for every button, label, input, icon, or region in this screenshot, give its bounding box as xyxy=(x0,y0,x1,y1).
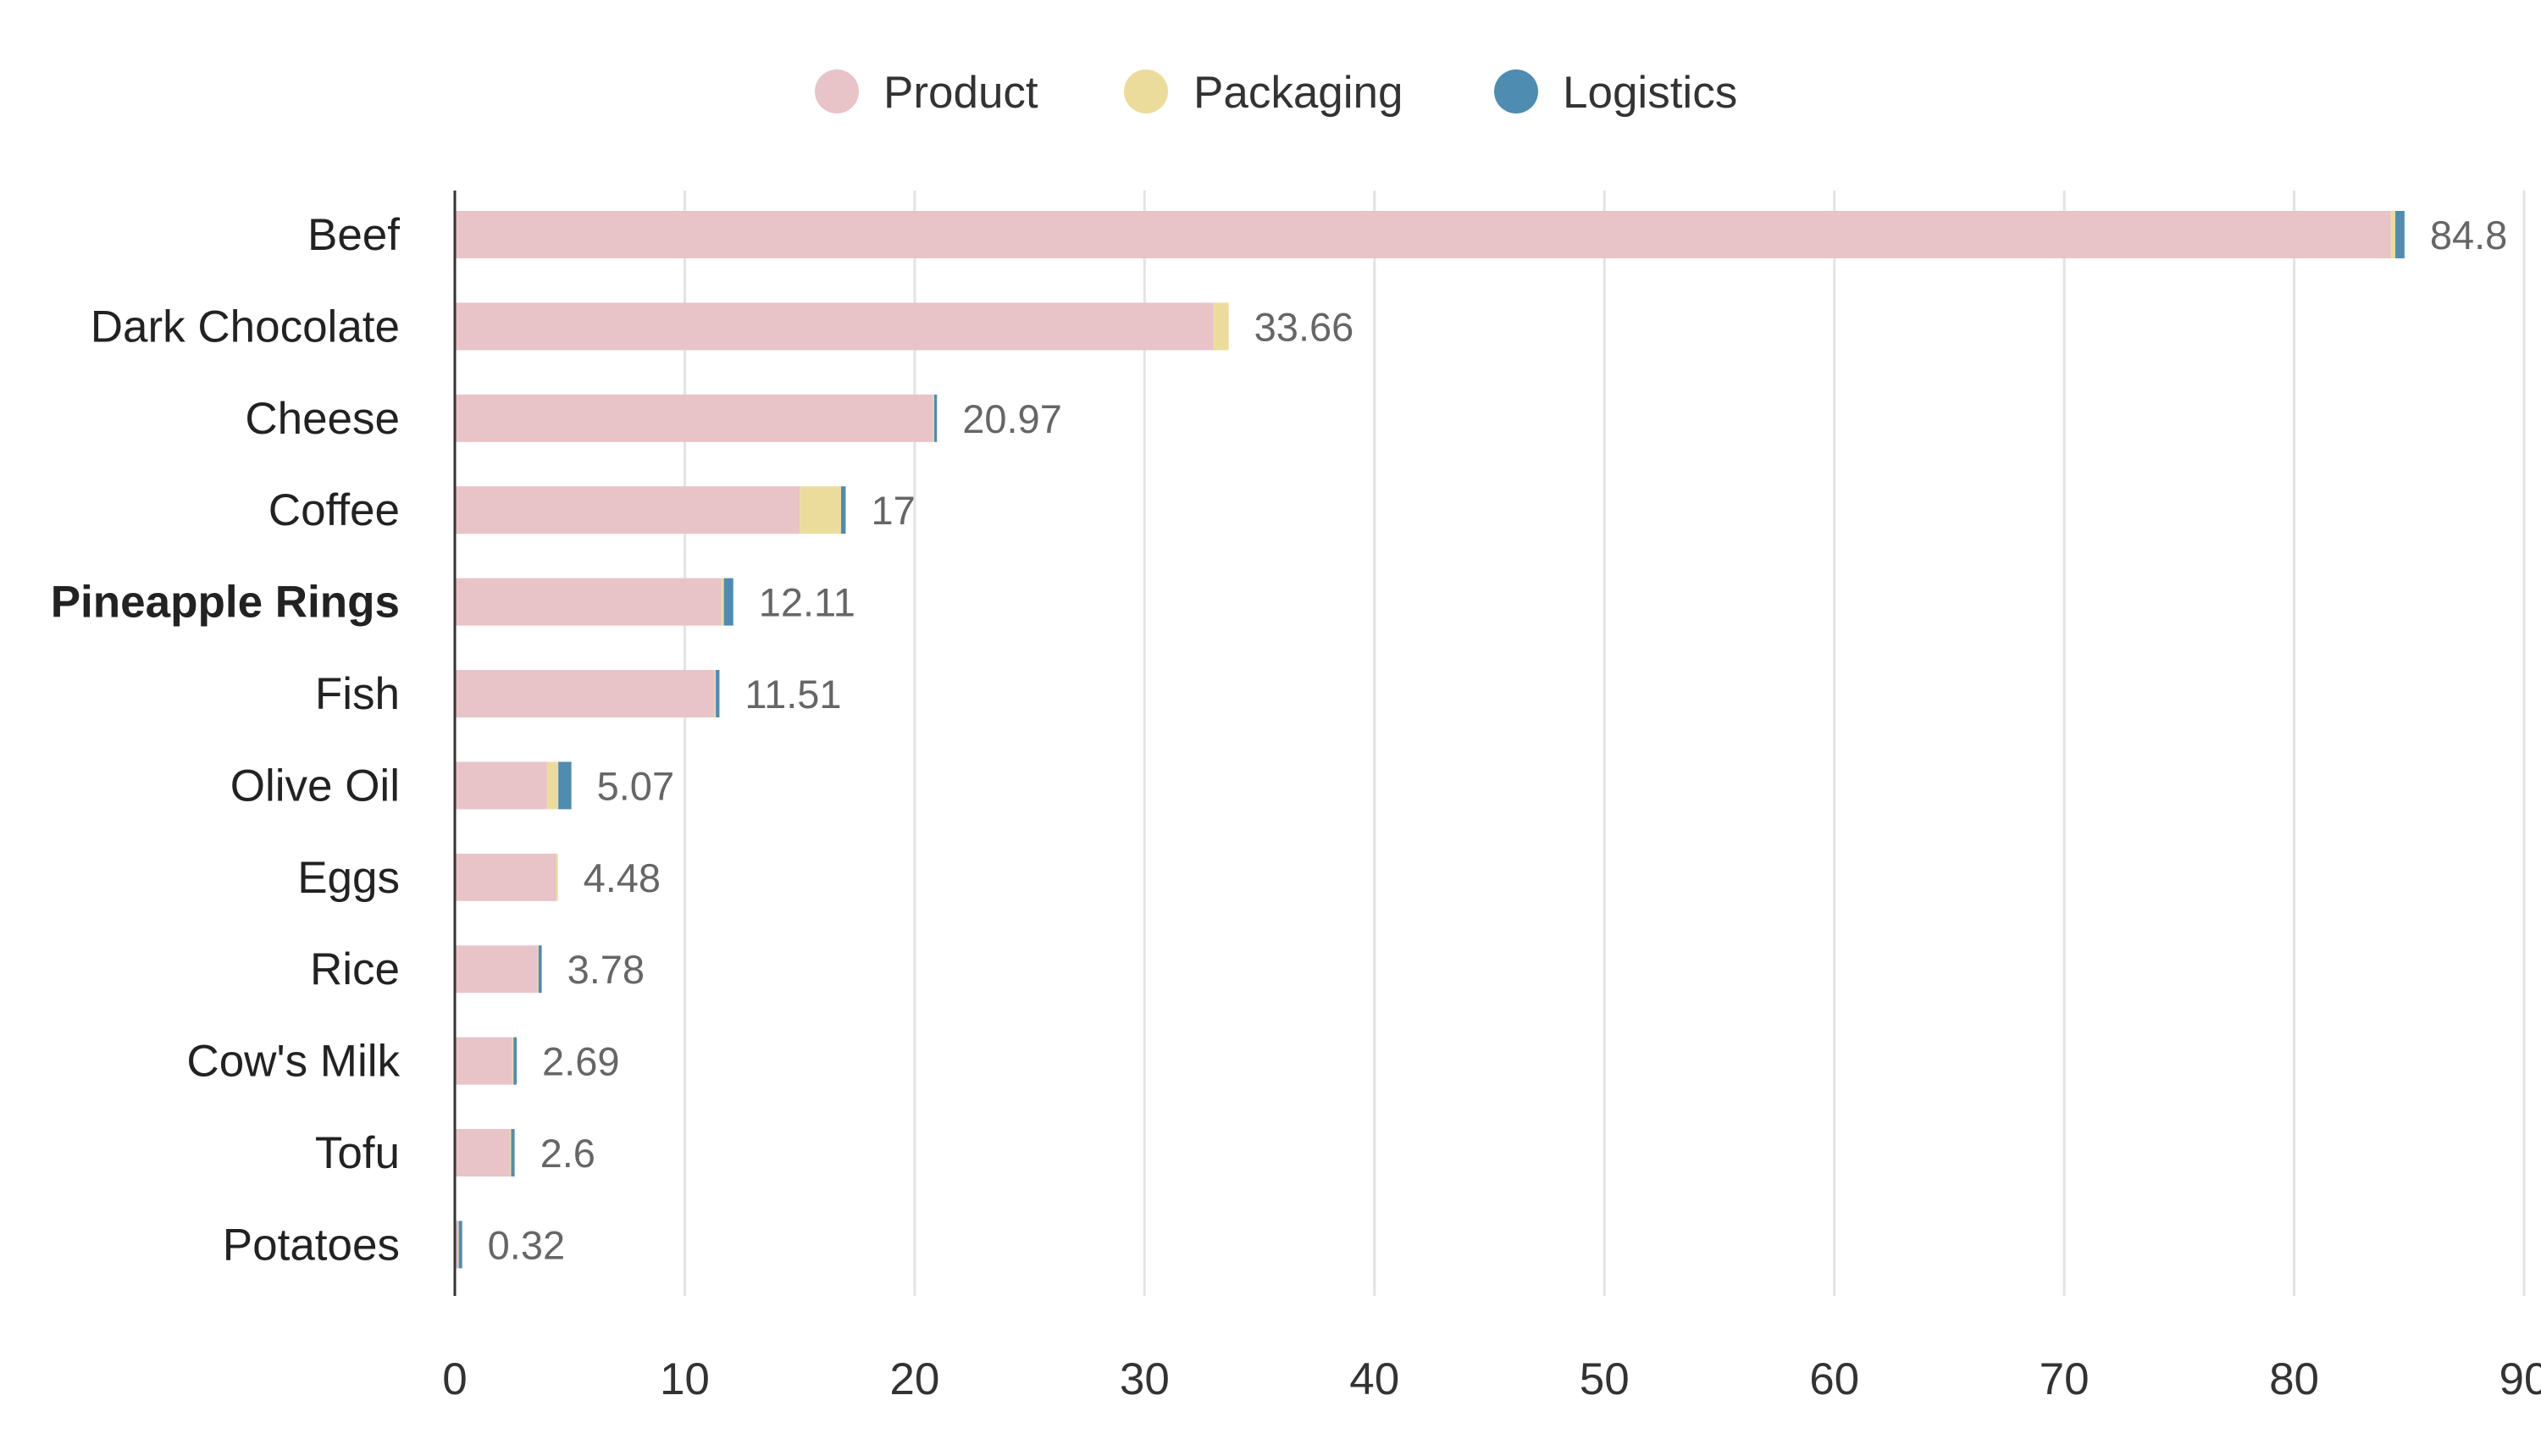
bar-fish-packaging[interactable] xyxy=(714,670,717,717)
category-label-beef: Beef xyxy=(307,210,400,260)
legend-marker-product xyxy=(815,69,859,113)
category-label-cheese: Cheese xyxy=(245,394,400,444)
x-tick-label-90: 90 xyxy=(2499,1354,2541,1404)
bar-cow-s-milk-packaging[interactable] xyxy=(512,1037,514,1085)
value-label-tofu: 2.6 xyxy=(540,1131,595,1176)
legend-label-product: Product xyxy=(883,68,1038,118)
x-tick-label-70: 70 xyxy=(2040,1354,2090,1404)
bar-beef-packaging[interactable] xyxy=(2390,211,2395,258)
bar-potatoes-packaging[interactable] xyxy=(458,1221,459,1269)
bar-olive-oil-product[interactable] xyxy=(455,761,547,810)
legend-item-logistics[interactable]: Logistics xyxy=(1494,68,1737,118)
value-label-fish: 11.51 xyxy=(745,672,841,717)
bar-potatoes-logistics[interactable] xyxy=(458,1221,462,1269)
category-label-cow-s-milk: Cow's Milk xyxy=(186,1037,400,1087)
x-tick-label-10: 10 xyxy=(660,1354,710,1404)
bar-cow-s-milk-product[interactable] xyxy=(455,1037,512,1085)
value-label-dark-chocolate: 33.66 xyxy=(1254,304,1354,349)
value-label-cheese: 20.97 xyxy=(962,396,1062,441)
bars-layer xyxy=(455,211,2405,1269)
category-label-olive-oil: Olive Oil xyxy=(230,761,400,811)
bar-dark-chocolate-packaging[interactable] xyxy=(1213,302,1229,351)
bar-cheese-logistics[interactable] xyxy=(933,394,938,442)
category-label-pineapple-rings: Pineapple Rings xyxy=(51,578,400,628)
x-tick-label-20: 20 xyxy=(889,1354,939,1404)
category-label-fish: Fish xyxy=(315,669,400,719)
bar-coffee-logistics[interactable] xyxy=(841,486,846,534)
bar-pineapple-rings-product[interactable] xyxy=(455,578,722,626)
legend-item-product[interactable]: Product xyxy=(815,68,1038,118)
bar-olive-oil-packaging[interactable] xyxy=(546,761,559,810)
x-tick-label-50: 50 xyxy=(1580,1354,1630,1404)
legend-label-packaging: Packaging xyxy=(1193,68,1403,118)
bar-rice-product[interactable] xyxy=(455,945,538,994)
bar-cheese-packaging[interactable] xyxy=(933,394,934,442)
legend-item-packaging[interactable]: Packaging xyxy=(1124,68,1403,118)
bar-olive-oil-logistics[interactable] xyxy=(558,761,572,810)
category-label-eggs: Eggs xyxy=(297,853,400,903)
value-label-rice: 3.78 xyxy=(567,947,645,992)
value-label-olive-oil: 5.07 xyxy=(597,763,674,808)
bar-fish-product[interactable] xyxy=(455,670,715,717)
value-label-potatoes: 0.32 xyxy=(488,1222,565,1267)
category-label-dark-chocolate: Dark Chocolate xyxy=(91,302,400,352)
legend-marker-logistics xyxy=(1494,69,1538,113)
bar-cow-s-milk-logistics[interactable] xyxy=(513,1037,518,1085)
category-label-tofu: Tofu xyxy=(315,1128,400,1178)
value-label-beef: 84.8 xyxy=(2430,213,2507,257)
category-label-rice: Rice xyxy=(310,944,400,994)
labels-layer: 0 10 20 30 40 50 60 70 80 90 Beef 84.8 Dark Chocolat… xyxy=(51,210,2541,1404)
bar-coffee-product[interactable] xyxy=(455,486,800,534)
bar-rice-packaging[interactable] xyxy=(537,945,539,994)
bar-cheese-product[interactable] xyxy=(455,394,933,442)
value-label-coffee: 17 xyxy=(871,488,915,533)
bar-fish-logistics[interactable] xyxy=(716,670,720,717)
category-label-potatoes: Potatoes xyxy=(223,1220,400,1270)
bar-dark-chocolate-product[interactable] xyxy=(455,302,1214,351)
legend[interactable]: Product Packaging Logistics xyxy=(815,68,1737,118)
bar-tofu-product[interactable] xyxy=(455,1129,511,1176)
bar-beef-product[interactable] xyxy=(455,211,2391,258)
bar-tofu-packaging[interactable] xyxy=(510,1129,512,1176)
value-label-pineapple-rings: 12.11 xyxy=(759,580,855,625)
value-label-cow-s-milk: 2.69 xyxy=(542,1039,619,1084)
bar-eggs-packaging[interactable] xyxy=(556,853,558,901)
bar-eggs-product[interactable] xyxy=(455,853,556,901)
bar-potatoes-product[interactable] xyxy=(455,1221,459,1269)
x-tick-label-40: 40 xyxy=(1349,1354,1399,1404)
value-label-eggs: 4.48 xyxy=(584,855,661,900)
bar-coffee-packaging[interactable] xyxy=(800,486,842,534)
x-tick-label-60: 60 xyxy=(1809,1354,1859,1404)
x-tick-label-80: 80 xyxy=(2269,1354,2319,1404)
legend-marker-packaging xyxy=(1124,69,1168,113)
bar-tofu-logistics[interactable] xyxy=(511,1129,515,1176)
bar-beef-logistics[interactable] xyxy=(2394,211,2405,258)
x-tick-label-0: 0 xyxy=(442,1354,467,1404)
bar-rice-logistics[interactable] xyxy=(538,945,542,994)
legend-label-logistics: Logistics xyxy=(1563,68,1737,118)
x-tick-label-30: 30 xyxy=(1120,1354,1170,1404)
category-label-coffee: Coffee xyxy=(268,485,400,535)
bar-pineapple-rings-packaging[interactable] xyxy=(721,578,724,626)
grid-layer xyxy=(683,191,2526,1296)
bar-pineapple-rings-logistics[interactable] xyxy=(723,578,734,626)
